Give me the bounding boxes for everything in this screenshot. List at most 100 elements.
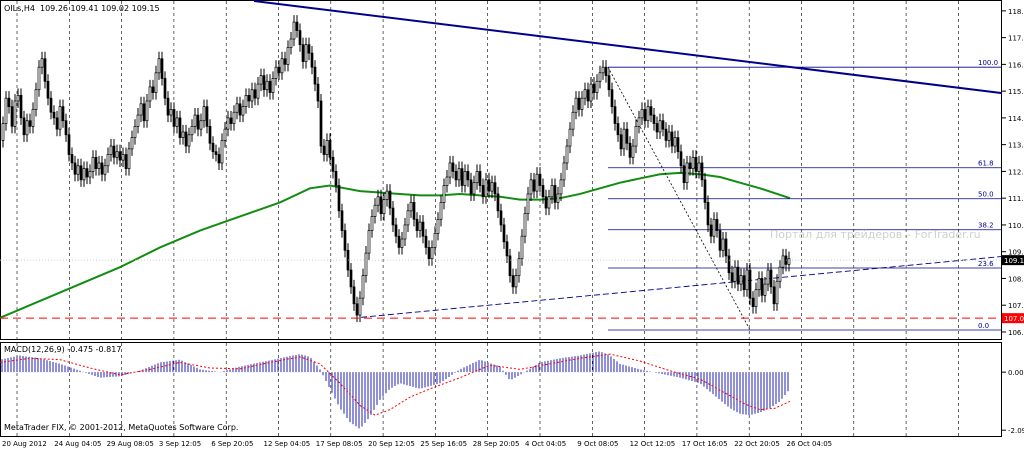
candle-body bbox=[427, 247, 431, 260]
candle-body bbox=[646, 106, 650, 122]
candle-body bbox=[418, 221, 422, 231]
resistance-trendline[interactable] bbox=[253, 0, 1003, 95]
candle-body bbox=[160, 58, 164, 79]
candle-body bbox=[685, 162, 689, 184]
candle-body bbox=[301, 44, 305, 62]
x-tick-label: 29 Aug 08:05 bbox=[107, 440, 154, 448]
candle-body bbox=[466, 171, 470, 181]
candle-body bbox=[148, 86, 152, 102]
candle-body bbox=[487, 179, 491, 192]
copyright-text: MetaTrader FIX, © 2001-2012, MetaQuotes … bbox=[4, 423, 238, 432]
candle-body bbox=[154, 72, 158, 93]
candle-body bbox=[340, 210, 344, 231]
x-tick-label: 6 Sep 20:05 bbox=[211, 440, 253, 448]
candle-body bbox=[100, 162, 104, 175]
y-tick-label: 112.30 bbox=[1008, 168, 1024, 176]
candle-body bbox=[508, 255, 512, 276]
candle-body bbox=[46, 80, 50, 99]
candle-body bbox=[769, 269, 773, 288]
y-tick-label: 111.35 bbox=[1008, 195, 1024, 203]
candle-body bbox=[406, 210, 410, 226]
candle-body bbox=[544, 196, 548, 209]
candle-body bbox=[703, 179, 707, 203]
candle-body bbox=[115, 151, 119, 158]
support-trendline[interactable] bbox=[360, 256, 1003, 318]
candle-body bbox=[343, 230, 347, 251]
x-tick-label: 28 Sep 20:05 bbox=[473, 440, 520, 448]
candle-body bbox=[358, 297, 362, 316]
x-tick-label: 17 Oct 16:05 bbox=[682, 440, 728, 448]
candle-body bbox=[472, 182, 476, 195]
candle-body bbox=[193, 114, 197, 127]
candle-body bbox=[619, 134, 623, 150]
candle-body bbox=[775, 280, 779, 305]
candle-body bbox=[763, 283, 767, 296]
candle-body bbox=[85, 168, 89, 178]
x-tick-label: 3 Sep 12:05 bbox=[159, 440, 201, 448]
candle-body bbox=[274, 66, 278, 79]
candle-body bbox=[649, 106, 653, 116]
ohlc-values: 109.26 109.41 109.02 109.15 bbox=[40, 4, 160, 13]
candle-body bbox=[82, 168, 86, 181]
candle-body bbox=[628, 142, 632, 158]
candle-body bbox=[460, 168, 464, 186]
y-tick-label: 118.00 bbox=[1008, 8, 1024, 16]
current-price-label: 109.15 bbox=[1004, 257, 1024, 265]
candle-body bbox=[751, 297, 755, 307]
x-tick-label: 24 Aug 04:05 bbox=[54, 440, 101, 448]
candle-body bbox=[169, 109, 173, 116]
candle-body bbox=[376, 196, 380, 206]
candle-body bbox=[676, 137, 680, 153]
candle-body bbox=[379, 196, 383, 215]
macd-y-tick-label: -2.091 bbox=[1008, 427, 1024, 435]
candle-body bbox=[304, 44, 308, 62]
candle-body bbox=[40, 58, 44, 68]
candle-body bbox=[412, 202, 416, 220]
candle-body bbox=[187, 134, 191, 147]
macd-title: MACD(12,26,9) -0.475 -0.817 bbox=[4, 345, 121, 354]
candle-body bbox=[214, 151, 218, 155]
candle-body bbox=[208, 125, 212, 144]
candle-body bbox=[292, 21, 296, 40]
candle-body bbox=[382, 199, 386, 215]
candle-body bbox=[298, 30, 302, 46]
candle-body bbox=[328, 140, 332, 158]
candle-body bbox=[19, 95, 23, 119]
candle-body bbox=[226, 117, 230, 130]
candle-body bbox=[49, 97, 53, 113]
candle-body bbox=[442, 185, 446, 203]
candle-body bbox=[217, 154, 221, 164]
candle-body bbox=[349, 269, 353, 288]
candle-body bbox=[403, 224, 407, 240]
candle-body bbox=[481, 185, 485, 198]
candle-body bbox=[496, 193, 500, 212]
candle-body bbox=[256, 83, 260, 99]
candle-body bbox=[262, 75, 266, 91]
candle-body bbox=[139, 103, 143, 116]
candle-body bbox=[634, 125, 638, 147]
candle-body bbox=[373, 204, 377, 217]
candle-body bbox=[589, 83, 593, 102]
symbol-title: OILs,H4 bbox=[4, 4, 35, 13]
candle-body bbox=[172, 109, 176, 127]
candle-body bbox=[577, 97, 581, 110]
candle-body bbox=[565, 145, 569, 164]
candle-body bbox=[88, 171, 92, 178]
moving-average-layer bbox=[0, 171, 791, 319]
candle-body bbox=[607, 75, 611, 91]
candle-body bbox=[511, 275, 515, 288]
candle-body bbox=[4, 97, 8, 124]
candle-body bbox=[388, 190, 392, 209]
candle-body bbox=[664, 128, 668, 141]
candle-body bbox=[625, 128, 629, 144]
candle-body bbox=[421, 221, 425, 237]
candle-body bbox=[745, 269, 749, 291]
candle-body bbox=[307, 44, 311, 54]
macd-panel bbox=[0, 342, 1002, 437]
candle-body bbox=[136, 114, 140, 127]
candle-body bbox=[397, 235, 401, 248]
candle-body bbox=[778, 266, 782, 282]
candle-body bbox=[445, 176, 449, 186]
candle-body bbox=[13, 100, 17, 127]
